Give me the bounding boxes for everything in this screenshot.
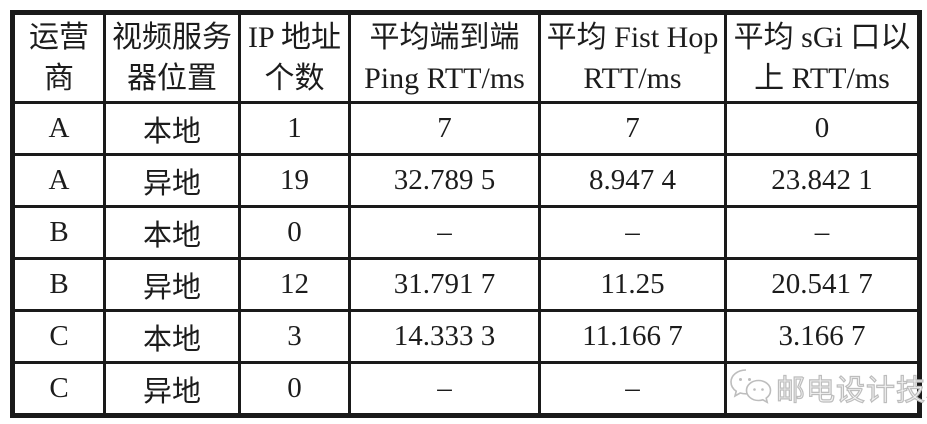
col-header-first-hop-rtt: 平均 Fist Hop RTT/ms <box>538 11 727 104</box>
cell-ip-count: 0 <box>238 205 351 260</box>
cell-sgi-rtt: 20.541 7 <box>724 257 921 312</box>
table-row: A 本地 1 7 7 0 <box>11 101 921 156</box>
cell-operator: C <box>11 361 106 417</box>
cell-ip-count: 1 <box>238 101 351 156</box>
table-row: C 本地 3 14.333 3 11.166 7 3.166 7 <box>11 309 921 364</box>
cell-e2e-rtt: – <box>348 205 541 260</box>
cell-operator: B <box>11 257 106 312</box>
cell-e2e-rtt: – <box>348 361 541 417</box>
cell-first-hop-rtt: 11.25 <box>538 257 727 312</box>
cell-ip-count: 3 <box>238 309 351 364</box>
col-header-server-location: 视频服务 器位置 <box>103 11 241 104</box>
cell-ip-count: 0 <box>238 361 351 417</box>
cell-first-hop-rtt: 11.166 7 <box>538 309 727 364</box>
cell-operator: C <box>11 309 106 364</box>
table-row: B 本地 0 – – – <box>11 205 921 260</box>
cell-e2e-rtt: 14.333 3 <box>348 309 541 364</box>
cell-location: 本地 <box>103 101 241 156</box>
col-header-sgi-rtt: 平均 sGi 口以 上 RTT/ms <box>724 11 921 104</box>
cell-operator: B <box>11 205 106 260</box>
cell-sgi-rtt: 3.166 7 <box>724 309 921 364</box>
cell-first-hop-rtt: 8.947 4 <box>538 153 727 208</box>
cell-ip-count: 19 <box>238 153 351 208</box>
cell-operator: A <box>11 101 106 156</box>
cell-sgi-rtt <box>724 361 921 417</box>
cell-first-hop-rtt: – <box>538 361 727 417</box>
cell-sgi-rtt: – <box>724 205 921 260</box>
table-row: B 异地 12 31.791 7 11.25 20.541 7 <box>11 257 921 312</box>
rtt-measurement-table: 运营 商 视频服务 器位置 IP 地址 个数 平均端到端 Ping RTT/ms… <box>10 10 922 418</box>
col-header-operator: 运营 商 <box>11 11 106 104</box>
cell-location: 异地 <box>103 361 241 417</box>
cell-location: 异地 <box>103 153 241 208</box>
cell-e2e-rtt: 31.791 7 <box>348 257 541 312</box>
cell-first-hop-rtt: 7 <box>538 101 727 156</box>
col-header-ip-count: IP 地址 个数 <box>238 11 351 104</box>
table-row: A 异地 19 32.789 5 8.947 4 23.842 1 <box>11 153 921 208</box>
cell-e2e-rtt: 32.789 5 <box>348 153 541 208</box>
cell-first-hop-rtt: – <box>538 205 727 260</box>
col-header-e2e-ping-rtt: 平均端到端 Ping RTT/ms <box>348 11 541 104</box>
cell-e2e-rtt: 7 <box>348 101 541 156</box>
cell-location: 异地 <box>103 257 241 312</box>
table-row: C 异地 0 – – <box>11 361 921 417</box>
cell-ip-count: 12 <box>238 257 351 312</box>
cell-sgi-rtt: 23.842 1 <box>724 153 921 208</box>
header-row: 运营 商 视频服务 器位置 IP 地址 个数 平均端到端 Ping RTT/ms… <box>11 11 921 104</box>
cell-location: 本地 <box>103 205 241 260</box>
cell-location: 本地 <box>103 309 241 364</box>
cell-sgi-rtt: 0 <box>724 101 921 156</box>
cell-operator: A <box>11 153 106 208</box>
